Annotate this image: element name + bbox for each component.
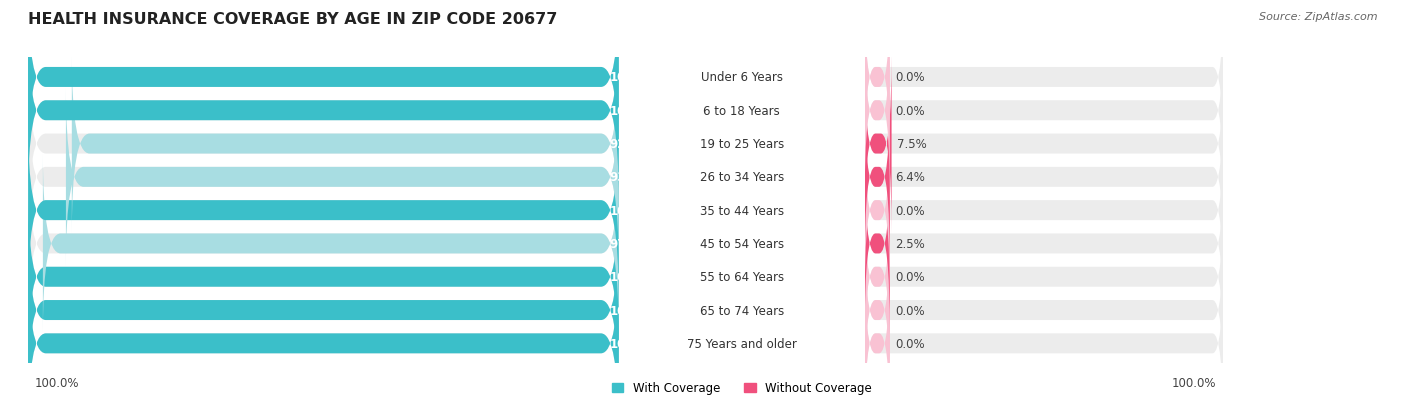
FancyBboxPatch shape bbox=[28, 88, 619, 267]
Text: 0.0%: 0.0% bbox=[896, 204, 925, 217]
FancyBboxPatch shape bbox=[28, 121, 619, 300]
Text: 97.5%: 97.5% bbox=[610, 237, 651, 250]
FancyBboxPatch shape bbox=[28, 0, 619, 167]
Text: 0.0%: 0.0% bbox=[896, 304, 925, 317]
Text: HEALTH INSURANCE COVERAGE BY AGE IN ZIP CODE 20677: HEALTH INSURANCE COVERAGE BY AGE IN ZIP … bbox=[28, 12, 558, 27]
FancyBboxPatch shape bbox=[865, 154, 1223, 334]
Text: 6.4%: 6.4% bbox=[896, 171, 925, 184]
Text: 100.0%: 100.0% bbox=[610, 71, 658, 84]
FancyBboxPatch shape bbox=[865, 0, 1223, 167]
FancyBboxPatch shape bbox=[865, 188, 890, 367]
Text: 7.5%: 7.5% bbox=[897, 138, 927, 151]
Text: 100.0%: 100.0% bbox=[610, 271, 658, 284]
Text: 100.0%: 100.0% bbox=[610, 104, 658, 117]
Text: 100.0%: 100.0% bbox=[610, 204, 658, 217]
Text: 55 to 64 Years: 55 to 64 Years bbox=[700, 271, 783, 284]
FancyBboxPatch shape bbox=[28, 221, 619, 400]
FancyBboxPatch shape bbox=[865, 188, 1223, 367]
FancyBboxPatch shape bbox=[865, 88, 890, 267]
Text: 100.0%: 100.0% bbox=[610, 304, 658, 317]
Text: 0.0%: 0.0% bbox=[896, 271, 925, 284]
FancyBboxPatch shape bbox=[28, 221, 619, 400]
FancyBboxPatch shape bbox=[865, 121, 890, 300]
Text: 92.6%: 92.6% bbox=[610, 138, 651, 151]
Text: Under 6 Years: Under 6 Years bbox=[700, 71, 783, 84]
FancyBboxPatch shape bbox=[865, 121, 1223, 300]
FancyBboxPatch shape bbox=[28, 21, 619, 201]
FancyBboxPatch shape bbox=[28, 0, 619, 167]
Text: 0.0%: 0.0% bbox=[896, 104, 925, 117]
FancyBboxPatch shape bbox=[72, 55, 619, 234]
FancyBboxPatch shape bbox=[865, 254, 1223, 413]
FancyBboxPatch shape bbox=[28, 21, 619, 201]
FancyBboxPatch shape bbox=[28, 254, 619, 413]
FancyBboxPatch shape bbox=[865, 154, 890, 334]
FancyBboxPatch shape bbox=[865, 254, 890, 413]
Legend: With Coverage, Without Coverage: With Coverage, Without Coverage bbox=[612, 382, 872, 394]
FancyBboxPatch shape bbox=[28, 188, 619, 367]
FancyBboxPatch shape bbox=[865, 221, 890, 400]
FancyBboxPatch shape bbox=[865, 21, 1223, 201]
Text: 6 to 18 Years: 6 to 18 Years bbox=[703, 104, 780, 117]
Text: 19 to 25 Years: 19 to 25 Years bbox=[700, 138, 783, 151]
Text: 100.0%: 100.0% bbox=[1171, 376, 1216, 389]
FancyBboxPatch shape bbox=[865, 0, 890, 167]
Text: 100.0%: 100.0% bbox=[35, 376, 80, 389]
Text: 26 to 34 Years: 26 to 34 Years bbox=[700, 171, 783, 184]
Text: Source: ZipAtlas.com: Source: ZipAtlas.com bbox=[1260, 12, 1378, 22]
FancyBboxPatch shape bbox=[865, 88, 1223, 267]
FancyBboxPatch shape bbox=[28, 254, 619, 413]
FancyBboxPatch shape bbox=[28, 154, 619, 334]
Text: 93.6%: 93.6% bbox=[610, 171, 651, 184]
Text: 75 Years and older: 75 Years and older bbox=[686, 337, 797, 350]
FancyBboxPatch shape bbox=[28, 188, 619, 367]
Text: 0.0%: 0.0% bbox=[896, 71, 925, 84]
FancyBboxPatch shape bbox=[66, 88, 619, 267]
Text: 65 to 74 Years: 65 to 74 Years bbox=[700, 304, 783, 317]
FancyBboxPatch shape bbox=[865, 21, 890, 201]
Text: 45 to 54 Years: 45 to 54 Years bbox=[700, 237, 783, 250]
Text: 0.0%: 0.0% bbox=[896, 337, 925, 350]
Text: 35 to 44 Years: 35 to 44 Years bbox=[700, 204, 783, 217]
FancyBboxPatch shape bbox=[28, 121, 619, 300]
FancyBboxPatch shape bbox=[28, 55, 619, 234]
Text: 2.5%: 2.5% bbox=[896, 237, 925, 250]
FancyBboxPatch shape bbox=[865, 55, 891, 234]
Text: 100.0%: 100.0% bbox=[610, 337, 658, 350]
FancyBboxPatch shape bbox=[44, 154, 619, 334]
FancyBboxPatch shape bbox=[865, 55, 1223, 234]
FancyBboxPatch shape bbox=[865, 221, 1223, 400]
